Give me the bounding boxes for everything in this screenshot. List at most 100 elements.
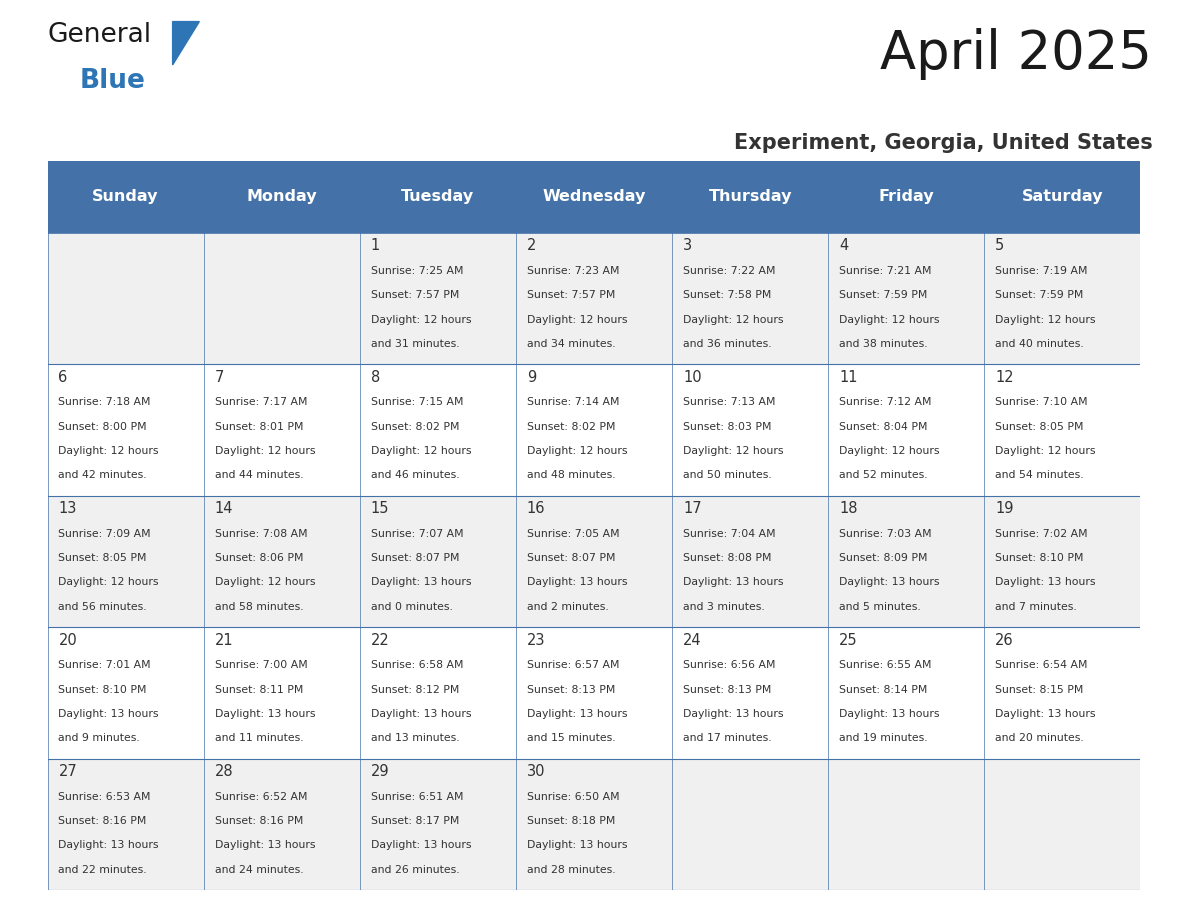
Bar [48,628,1140,759]
Text: and 38 minutes.: and 38 minutes. [839,339,928,349]
Text: and 56 minutes.: and 56 minutes. [58,602,147,611]
Text: Daylight: 13 hours: Daylight: 13 hours [839,577,940,588]
Text: Daylight: 13 hours: Daylight: 13 hours [371,577,472,588]
Text: 10: 10 [683,370,702,385]
Text: Daylight: 13 hours: Daylight: 13 hours [371,709,472,719]
Text: Daylight: 12 hours: Daylight: 12 hours [839,315,940,324]
Text: Sunset: 8:16 PM: Sunset: 8:16 PM [215,816,303,826]
Text: Sunset: 7:58 PM: Sunset: 7:58 PM [683,290,771,300]
Text: Sunrise: 6:50 AM: Sunrise: 6:50 AM [526,792,619,801]
Text: Sunset: 8:07 PM: Sunset: 8:07 PM [526,554,615,563]
Text: Sunset: 8:06 PM: Sunset: 8:06 PM [215,554,303,563]
Text: and 2 minutes.: and 2 minutes. [526,602,608,611]
Text: Sunset: 8:03 PM: Sunset: 8:03 PM [683,421,771,431]
Text: Daylight: 13 hours: Daylight: 13 hours [371,841,472,850]
Text: Sunrise: 6:53 AM: Sunrise: 6:53 AM [58,792,151,801]
Text: Sunset: 8:18 PM: Sunset: 8:18 PM [526,816,615,826]
Text: 21: 21 [215,633,233,648]
Text: and 7 minutes.: and 7 minutes. [996,602,1078,611]
Text: Sunset: 8:10 PM: Sunset: 8:10 PM [996,554,1083,563]
Text: Daylight: 12 hours: Daylight: 12 hours [371,446,472,456]
Text: Sunrise: 6:55 AM: Sunrise: 6:55 AM [839,660,931,670]
Text: 18: 18 [839,501,858,516]
Text: Sunset: 8:12 PM: Sunset: 8:12 PM [371,685,459,695]
Text: Sunrise: 7:12 AM: Sunrise: 7:12 AM [839,397,931,408]
Text: Daylight: 12 hours: Daylight: 12 hours [526,446,627,456]
Text: 24: 24 [683,633,702,648]
Text: Sunrise: 7:10 AM: Sunrise: 7:10 AM [996,397,1088,408]
Text: Sunset: 8:17 PM: Sunset: 8:17 PM [371,816,459,826]
Text: Daylight: 13 hours: Daylight: 13 hours [58,841,159,850]
Text: 3: 3 [683,239,693,253]
Text: 14: 14 [215,501,233,516]
Text: Daylight: 13 hours: Daylight: 13 hours [215,709,315,719]
Text: General: General [48,21,152,48]
Text: and 52 minutes.: and 52 minutes. [839,470,928,480]
Text: and 13 minutes.: and 13 minutes. [371,733,460,744]
Polygon shape [172,21,200,65]
Text: Sunset: 8:05 PM: Sunset: 8:05 PM [996,421,1083,431]
Text: Sunrise: 7:23 AM: Sunrise: 7:23 AM [526,266,619,275]
Text: Sunset: 8:16 PM: Sunset: 8:16 PM [58,816,147,826]
Text: and 24 minutes.: and 24 minutes. [215,865,303,875]
Text: 4: 4 [839,239,848,253]
Text: Saturday: Saturday [1022,189,1104,205]
Text: Sunset: 8:00 PM: Sunset: 8:00 PM [58,421,147,431]
Text: and 40 minutes.: and 40 minutes. [996,339,1083,349]
Text: Sunrise: 7:04 AM: Sunrise: 7:04 AM [683,529,776,539]
Text: Sunrise: 7:17 AM: Sunrise: 7:17 AM [215,397,307,408]
Text: Sunrise: 7:03 AM: Sunrise: 7:03 AM [839,529,931,539]
Text: 27: 27 [58,764,77,779]
Text: Daylight: 12 hours: Daylight: 12 hours [683,446,784,456]
Text: and 28 minutes.: and 28 minutes. [526,865,615,875]
Text: 20: 20 [58,633,77,648]
Text: Sunrise: 7:05 AM: Sunrise: 7:05 AM [526,529,619,539]
Text: Sunrise: 7:21 AM: Sunrise: 7:21 AM [839,266,931,275]
Bar [48,161,1140,233]
Text: Daylight: 12 hours: Daylight: 12 hours [839,446,940,456]
Text: Sunrise: 6:52 AM: Sunrise: 6:52 AM [215,792,307,801]
Text: Daylight: 12 hours: Daylight: 12 hours [996,315,1095,324]
Text: Sunset: 8:10 PM: Sunset: 8:10 PM [58,685,147,695]
Text: and 31 minutes.: and 31 minutes. [371,339,460,349]
Text: Sunset: 8:04 PM: Sunset: 8:04 PM [839,421,928,431]
Text: Sunrise: 7:01 AM: Sunrise: 7:01 AM [58,660,151,670]
Text: Sunday: Sunday [93,189,159,205]
Text: and 22 minutes.: and 22 minutes. [58,865,147,875]
Text: Friday: Friday [878,189,934,205]
Text: Daylight: 12 hours: Daylight: 12 hours [215,446,315,456]
Text: 9: 9 [526,370,536,385]
Text: Experiment, Georgia, United States: Experiment, Georgia, United States [734,133,1152,153]
Bar [48,233,1140,364]
Text: Monday: Monday [246,189,317,205]
Text: Sunset: 8:02 PM: Sunset: 8:02 PM [371,421,460,431]
Text: Daylight: 12 hours: Daylight: 12 hours [996,446,1095,456]
Text: Sunrise: 7:07 AM: Sunrise: 7:07 AM [371,529,463,539]
Text: Daylight: 13 hours: Daylight: 13 hours [839,709,940,719]
Text: Daylight: 12 hours: Daylight: 12 hours [526,315,627,324]
Text: 11: 11 [839,370,858,385]
Bar [48,364,1140,496]
Text: Daylight: 13 hours: Daylight: 13 hours [683,577,784,588]
Text: 30: 30 [526,764,545,779]
Text: 26: 26 [996,633,1013,648]
Text: 13: 13 [58,501,77,516]
Text: Sunrise: 7:08 AM: Sunrise: 7:08 AM [215,529,308,539]
Text: Sunrise: 6:54 AM: Sunrise: 6:54 AM [996,660,1088,670]
Text: and 46 minutes.: and 46 minutes. [371,470,460,480]
Text: Tuesday: Tuesday [402,189,474,205]
Text: and 0 minutes.: and 0 minutes. [371,602,453,611]
Text: 28: 28 [215,764,233,779]
Text: Sunset: 8:05 PM: Sunset: 8:05 PM [58,554,147,563]
Text: 15: 15 [371,501,390,516]
Text: Sunset: 8:02 PM: Sunset: 8:02 PM [526,421,615,431]
Text: Sunset: 8:13 PM: Sunset: 8:13 PM [683,685,771,695]
Text: Sunrise: 7:02 AM: Sunrise: 7:02 AM [996,529,1088,539]
Text: and 36 minutes.: and 36 minutes. [683,339,772,349]
Text: Daylight: 13 hours: Daylight: 13 hours [526,841,627,850]
Text: Daylight: 13 hours: Daylight: 13 hours [58,709,159,719]
Text: 7: 7 [215,370,225,385]
Text: Daylight: 12 hours: Daylight: 12 hours [58,577,159,588]
Text: 6: 6 [58,370,68,385]
Bar [48,496,1140,628]
